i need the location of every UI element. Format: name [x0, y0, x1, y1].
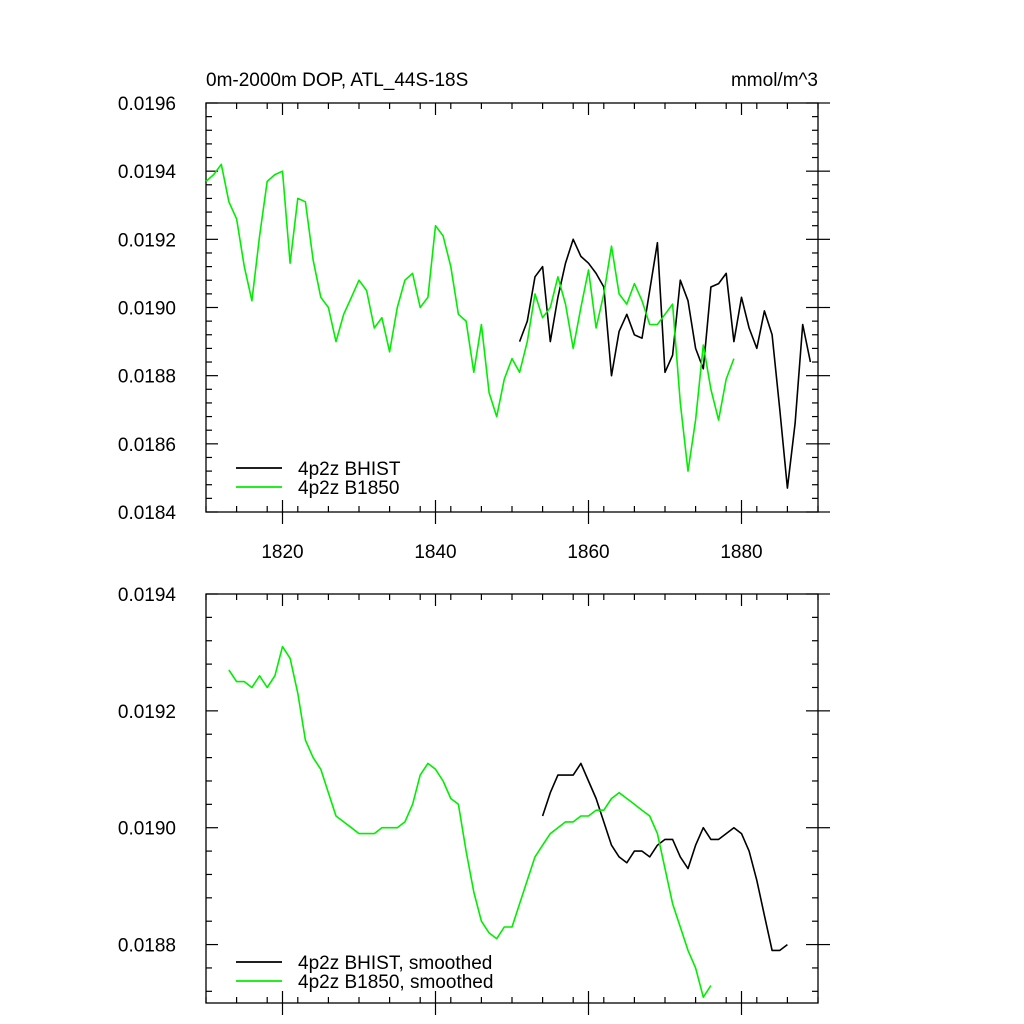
- axis-ticks: 0.0188 0.0190 0.0192 0.0194: [118, 585, 830, 1015]
- series-lines: [228, 645, 788, 999]
- y-tick-label: 0.0186: [118, 435, 176, 456]
- y-tick-label: 0.0192: [118, 230, 176, 251]
- chart-title: 0m-2000m DOP, ATL_44S-18S: [206, 70, 468, 91]
- plot-frame: [205, 102, 819, 513]
- series-line-4p2z-b1850: [205, 163, 735, 472]
- y-tick-label: 0.0188: [118, 367, 176, 388]
- smoothed-timeseries-panel: 0.0188 0.0190 0.0192 0.0194 4p2z BHIST, smo…: [118, 585, 830, 1015]
- x-tick-label: 1820: [261, 542, 303, 563]
- series-lines: [205, 163, 812, 489]
- legend-label: 4p2z B1850, smoothed: [298, 972, 493, 993]
- y-tick-label: 0.0184: [118, 503, 177, 524]
- units-label: mmol/m^3: [731, 70, 818, 91]
- legend-label: 4p2z BHIST: [298, 459, 401, 480]
- x-tick-label: 1840: [414, 542, 456, 563]
- y-tick-label: 0.0194: [118, 585, 177, 606]
- series-line-4p2z-b1850-smoothed: [228, 645, 712, 999]
- y-tick-label: 0.0196: [118, 94, 176, 115]
- x-tick-label: 1880: [720, 542, 762, 563]
- y-tick-label: 0.0192: [118, 702, 176, 723]
- plot-frame: [205, 593, 819, 1004]
- raw-timeseries-panel: 0m-2000m DOP, ATL_44S-18S mmol/m^3 1820 1…: [118, 70, 830, 563]
- x-tick-label: 1860: [567, 542, 609, 563]
- y-tick-label: 0.0194: [118, 162, 177, 183]
- series-line-4p2z-bhist-smoothed: [541, 762, 788, 952]
- y-tick-label: 0.0190: [118, 819, 176, 840]
- series-line-4p2z-bhist: [518, 238, 812, 489]
- axis-ticks: 1820 1840 1860 1880 0.0184 0.0186 0.0188 0.0190…: [118, 94, 830, 563]
- y-tick-label: 0.0188: [118, 936, 176, 957]
- legend-label: 4p2z B1850: [298, 478, 399, 499]
- legend-label: 4p2z BHIST, smoothed: [298, 953, 492, 974]
- y-tick-label: 0.0190: [118, 299, 176, 320]
